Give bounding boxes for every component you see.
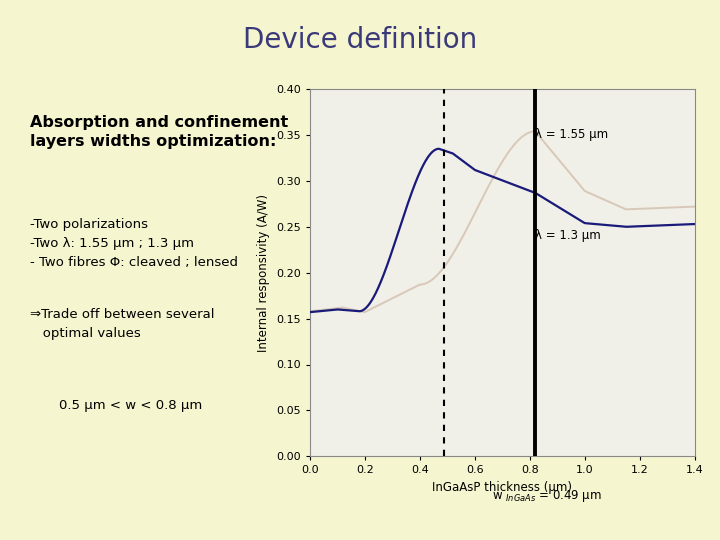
Text: Absorption and confinement
layers widths optimization:: Absorption and confinement layers widths… [30,115,288,150]
Text: λ = 1.55 µm: λ = 1.55 µm [535,129,608,141]
Text: ⇒Trade off between several
   optimal values: ⇒Trade off between several optimal value… [30,308,215,340]
X-axis label: InGaAsP thickness (µm): InGaAsP thickness (µm) [432,481,572,494]
Y-axis label: Internal responsivity (A/W): Internal responsivity (A/W) [257,194,270,352]
Text: Device definition: Device definition [243,26,477,55]
Text: w $_{InGaAs}$ = 0.49 µm: w $_{InGaAs}$ = 0.49 µm [492,488,602,504]
Text: 0.5 µm < w < 0.8 µm: 0.5 µm < w < 0.8 µm [59,399,202,412]
Text: -Two polarizations
-Two λ: 1.55 µm ; 1.3 µm
- Two fibres Φ: cleaved ; lensed: -Two polarizations -Two λ: 1.55 µm ; 1.3… [30,218,238,269]
Text: λ = 1.3 µm: λ = 1.3 µm [535,230,600,242]
